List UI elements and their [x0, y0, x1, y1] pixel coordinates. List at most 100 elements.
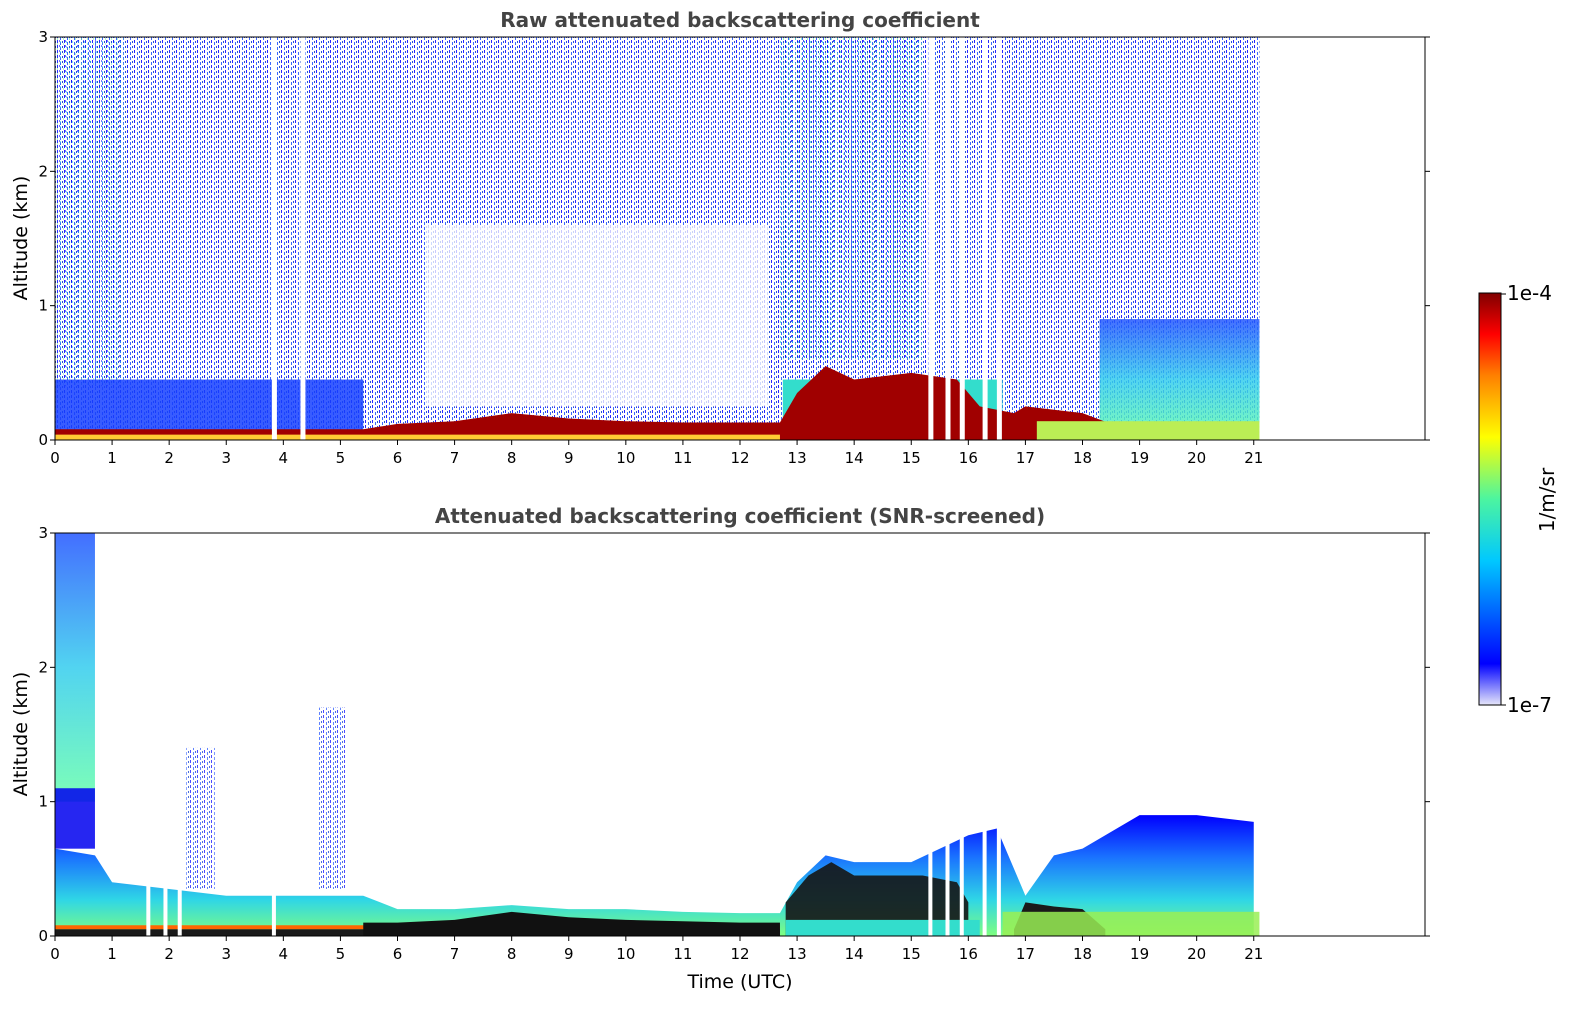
near-surface-band: [55, 434, 780, 440]
x-tick-label: 14: [845, 449, 864, 467]
y-tick-label: 0: [38, 927, 48, 945]
screened-backscatter-panel: Attenuated backscattering coefficient (S…: [10, 504, 1430, 993]
data-gap: [982, 828, 987, 936]
x-tick-label: 21: [1244, 945, 1263, 963]
x-tick-label: 16: [959, 449, 978, 467]
data-gap: [959, 828, 964, 936]
x-tick-label: 5: [336, 449, 346, 467]
y-axis-label: Altitude (km): [10, 672, 32, 797]
colorbar-min-label: 1e-7: [1507, 693, 1552, 717]
x-tick-label: 9: [564, 945, 574, 963]
cloud-column: [55, 533, 95, 802]
x-tick-label: 12: [730, 449, 749, 467]
data-gap: [945, 828, 950, 936]
data-gap: [271, 828, 276, 936]
raw-backscatter-panel: Raw attenuated backscattering coefficien…: [10, 8, 1430, 467]
chart-title: Raw attenuated backscattering coefficien…: [500, 8, 980, 32]
noise-field: [779, 37, 923, 360]
y-tick-label: 0: [38, 431, 48, 449]
x-tick-label: 1: [107, 449, 117, 467]
x-tick-label: 2: [164, 945, 174, 963]
data-gap: [177, 828, 182, 936]
saturated-layer: [363, 911, 780, 936]
cloud-column: [55, 788, 95, 849]
x-tick-label: 7: [450, 449, 460, 467]
y-tick-label: 3: [38, 28, 48, 46]
x-tick-label: 4: [279, 945, 289, 963]
noise-field: [186, 747, 215, 889]
x-tick-label: 1: [107, 945, 117, 963]
colorbar-gradient: [1478, 292, 1502, 706]
y-axis: 0 1 2 3: [38, 28, 1430, 449]
x-tick-label: 16: [959, 945, 978, 963]
data-gap: [146, 828, 151, 936]
no-data-region: [1259, 533, 1425, 936]
x-tick-label: 7: [450, 945, 460, 963]
heatmap-area: [55, 533, 1425, 936]
x-tick-label: 3: [221, 449, 231, 467]
x-tick-label: 13: [788, 449, 807, 467]
x-tick-label: 4: [279, 449, 289, 467]
x-tick-label: 2: [164, 449, 174, 467]
x-tick-label: 18: [1073, 449, 1092, 467]
x-tick-label: 3: [221, 945, 231, 963]
data-gap: [945, 37, 951, 440]
x-tick-label: 5: [336, 945, 346, 963]
colorbar: 1e-4 1e-7 1/m/sr: [1478, 281, 1559, 717]
chart-title: Attenuated backscattering coefficient (S…: [435, 504, 1045, 528]
y-tick-label: 1: [38, 297, 48, 315]
colorbar-max-label: 1e-4: [1507, 281, 1552, 305]
data-gap: [996, 37, 1002, 440]
y-tick-label: 2: [38, 162, 48, 180]
x-tick-label: 12: [730, 945, 749, 963]
noise-field: [55, 37, 124, 387]
boundary-layer: [1099, 319, 1260, 440]
near-surface-band: [1002, 911, 1260, 936]
near-surface-band: [1036, 421, 1260, 440]
no-data-region: [1259, 37, 1425, 440]
saturated-layer: [785, 862, 969, 936]
x-tick-label: 20: [1187, 449, 1206, 467]
y-tick-label: 2: [38, 658, 48, 676]
x-tick-label: 17: [1016, 945, 1035, 963]
x-tick-label: 11: [673, 945, 692, 963]
quiet-region: [426, 225, 769, 407]
heatmap-fill: [55, 533, 1425, 936]
x-tick-label: 8: [507, 945, 517, 963]
colorbar-unit-label: 1/m/sr: [1535, 467, 1559, 532]
x-tick-label: 10: [616, 945, 635, 963]
x-tick-label: 15: [902, 945, 921, 963]
x-tick-label: 19: [1130, 449, 1149, 467]
x-tick-label: 9: [564, 449, 574, 467]
x-tick-label: 11: [673, 449, 692, 467]
x-tick-label: 13: [788, 945, 807, 963]
data-gap: [163, 828, 168, 936]
x-tick-label: 6: [393, 449, 403, 467]
x-tick-label: 17: [1016, 449, 1035, 467]
x-tick-label: 0: [50, 945, 60, 963]
x-tick-label: 21: [1244, 449, 1263, 467]
data-gap: [982, 37, 988, 440]
data-gap: [959, 37, 965, 440]
y-axis-label: Altitude (km): [10, 176, 32, 301]
y-tick-label: 1: [38, 793, 48, 811]
x-tick-label: 6: [393, 945, 403, 963]
x-axis: 0 1 2 3 4 5 6 7 8 9 10 11 12 13 14 15 16 17 18 19 20 21: [50, 440, 1263, 467]
x-tick-label: 18: [1073, 945, 1092, 963]
x-tick-label: 15: [902, 449, 921, 467]
y-axis: 0 1 2 3: [38, 524, 1430, 945]
x-axis-label: Time (UTC): [686, 971, 792, 993]
x-tick-label: 20: [1187, 945, 1206, 963]
heatmap-fill: [55, 37, 1425, 440]
x-tick-label: 10: [616, 449, 635, 467]
aerosol-layer: [55, 366, 1112, 440]
x-tick-label: 0: [50, 449, 60, 467]
data-gap: [996, 828, 1001, 936]
x-axis: 0 1 2 3 4 5 6 7 8 9 10 11 12 13 14 15 16 17 18 19 20 21: [50, 936, 1263, 963]
data-gap: [928, 828, 933, 936]
data-gap: [271, 37, 277, 440]
noise-field: [317, 707, 347, 889]
y-tick-label: 3: [38, 524, 48, 542]
data-gap: [928, 37, 934, 440]
